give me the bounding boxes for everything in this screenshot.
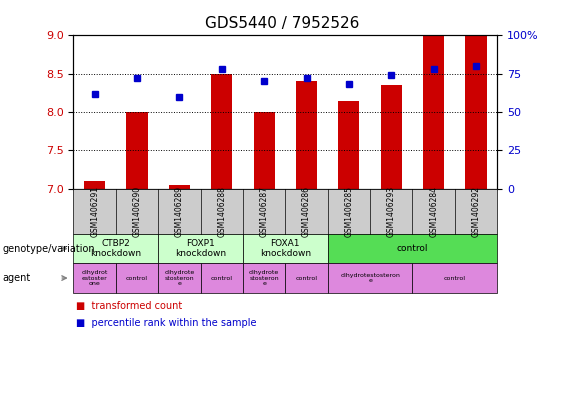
Text: dihydrote
stosteron
e: dihydrote stosteron e: [249, 270, 279, 286]
Text: FOXP1
knockdown: FOXP1 knockdown: [175, 239, 226, 258]
Text: GSM1406289: GSM1406289: [175, 186, 184, 237]
Bar: [381, 85, 402, 189]
Text: GSM1406290: GSM1406290: [133, 185, 141, 237]
Text: ■  transformed count: ■ transformed count: [76, 301, 182, 310]
Text: ■  percentile rank within the sample: ■ percentile rank within the sample: [76, 318, 257, 328]
Text: control: control: [211, 275, 233, 281]
Text: control: control: [295, 275, 318, 281]
Text: control: control: [397, 244, 428, 253]
Text: GSM1406285: GSM1406285: [345, 186, 353, 237]
Text: GSM1406287: GSM1406287: [260, 186, 268, 237]
Bar: [338, 101, 359, 189]
Text: genotype/variation: genotype/variation: [3, 244, 95, 253]
Text: GDS5440 / 7952526: GDS5440 / 7952526: [205, 16, 360, 31]
Text: CTBP2
knockdown: CTBP2 knockdown: [90, 239, 141, 258]
Bar: [211, 73, 232, 189]
Text: FOXA1
knockdown: FOXA1 knockdown: [260, 239, 311, 258]
Bar: [127, 112, 147, 189]
Text: dihydrotestosteron
e: dihydrotestosteron e: [340, 273, 400, 283]
Bar: [254, 112, 275, 189]
Bar: [296, 81, 317, 189]
Text: GSM1406293: GSM1406293: [387, 185, 396, 237]
Bar: [169, 185, 190, 189]
Text: GSM1406286: GSM1406286: [302, 186, 311, 237]
Text: dihydrot
estoster
one: dihydrot estoster one: [81, 270, 108, 286]
Text: GSM1406288: GSM1406288: [218, 186, 226, 237]
Bar: [84, 181, 105, 189]
Text: control: control: [444, 275, 466, 281]
Text: GSM1406292: GSM1406292: [472, 186, 480, 237]
Bar: [466, 35, 486, 189]
Text: control: control: [126, 275, 148, 281]
Text: dihydrote
stosteron
e: dihydrote stosteron e: [164, 270, 194, 286]
Text: agent: agent: [3, 273, 31, 283]
Text: GSM1406284: GSM1406284: [429, 186, 438, 237]
Text: GSM1406291: GSM1406291: [90, 186, 99, 237]
Bar: [423, 35, 444, 189]
